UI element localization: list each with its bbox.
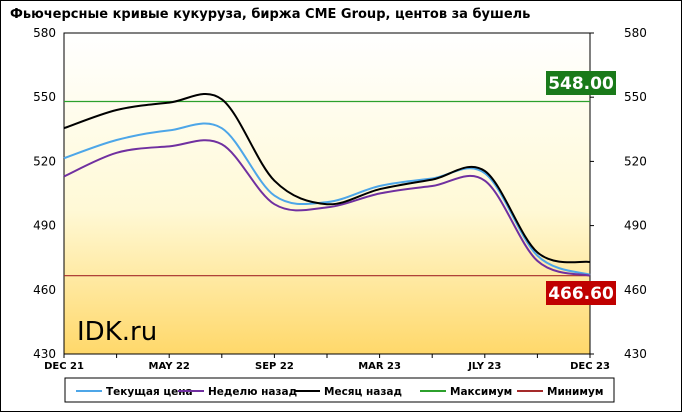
y-tick-left-580: 580 (33, 26, 56, 40)
y-tick-right-550: 550 (624, 90, 647, 104)
chart-title: Фьючерсные кривые кукуруза, биржа CME Gr… (10, 7, 530, 22)
x-tick-label: DEC 21 (44, 361, 84, 372)
legend-label-3: Максимум (450, 386, 512, 398)
y-axis-left: 430 460 490 520 550 580 (33, 26, 56, 361)
y-tick-left-430: 430 (33, 347, 56, 361)
x-tick-label: MAY 22 (149, 361, 190, 372)
legend-label-0: Текущая цена (106, 386, 193, 398)
min-label-box: 466.60 (546, 281, 616, 305)
y-tick-left-520: 520 (33, 154, 56, 168)
min-label-bg (546, 281, 616, 305)
reference-lines (64, 100, 590, 277)
x-axis: DEC 21 MAY 22 SEP 22 MAR 23 JLY 23 DEC 23 (44, 354, 610, 372)
y-tick-left-460: 460 (33, 283, 56, 297)
y-tick-right-460: 460 (624, 283, 647, 297)
y-tick-left-550: 550 (33, 90, 56, 104)
legend-label-1: Неделю назад (208, 386, 297, 398)
legend-label-2: Месяц назад (324, 386, 402, 398)
series-line-2 (63, 93, 591, 264)
legend-label-4: Минимум (547, 386, 603, 398)
legend-items: Текущая цена Неделю назад Месяц назад Макси… (76, 386, 603, 398)
y-tick-right-580: 580 (624, 26, 647, 40)
y-tick-right-490: 490 (624, 219, 647, 233)
series-line-0 (63, 122, 591, 276)
y-axis-right: 430 460 490 520 550 580 (590, 26, 647, 361)
x-tick-label: JLY 23 (467, 361, 501, 372)
x-tick-label: DEC 23 (570, 361, 610, 372)
y-tick-right-430: 430 (624, 347, 647, 361)
series-line-1 (63, 139, 591, 277)
x-tick-label: MAR 23 (358, 361, 401, 372)
y-tick-left-490: 490 (33, 219, 56, 233)
max-label-box: 548.00 (546, 71, 616, 95)
max-label-text: 548.00 (548, 74, 614, 94)
min-label-text: 466.60 (548, 284, 614, 304)
x-tick-label: SEP 22 (255, 361, 294, 372)
watermark: IDK.ru (77, 317, 157, 347)
series-lines (63, 93, 591, 277)
plot-area (63, 32, 591, 355)
y-tick-right-520: 520 (624, 154, 647, 168)
max-label-bg (546, 71, 616, 95)
